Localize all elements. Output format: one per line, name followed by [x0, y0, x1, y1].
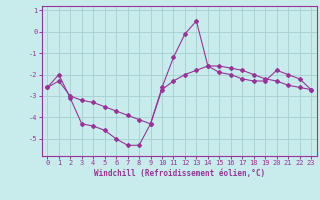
- X-axis label: Windchill (Refroidissement éolien,°C): Windchill (Refroidissement éolien,°C): [94, 169, 265, 178]
